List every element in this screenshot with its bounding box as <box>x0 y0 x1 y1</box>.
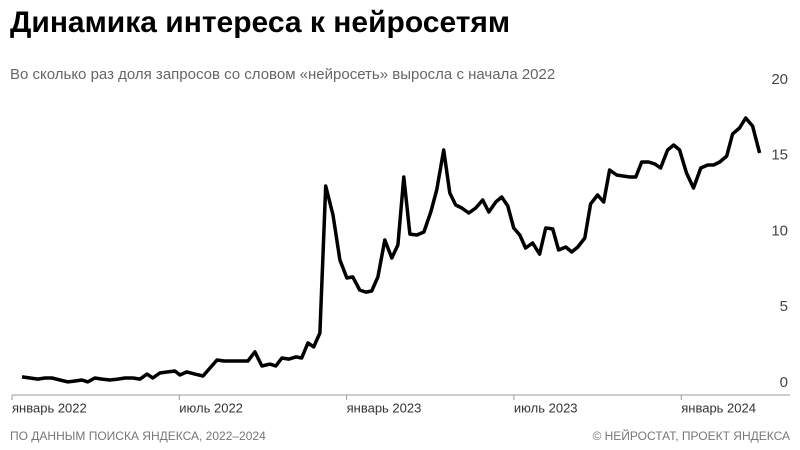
x-tick-label: январь 2023 <box>347 400 422 415</box>
chart-title: Динамика интереса к нейросетям <box>10 6 510 39</box>
line <box>21 116 762 384</box>
y-tick-label: 10 <box>771 222 788 239</box>
y-tick-label: 20 <box>771 71 788 88</box>
chart-subtitle: Во сколько раз доля запросов со словом «… <box>10 66 555 83</box>
source: ПО ДАННЫМ ПОИСКА ЯНДЕКСА, 2022–2024 <box>10 429 266 443</box>
x-tick-label: январь 2024 <box>681 400 756 415</box>
x-tick-label: июль 2023 <box>514 400 578 415</box>
y-tick-label: 15 <box>771 147 788 164</box>
x-tick-label: январь 2022 <box>12 400 87 415</box>
x-tick-label: июль 2022 <box>179 400 243 415</box>
credit: © НЕЙРОСТАТ, ПРОЕКТ ЯНДЕКСА <box>592 428 790 443</box>
y-tick-label: 5 <box>780 298 788 315</box>
y-tick-label: 0 <box>780 374 788 391</box>
